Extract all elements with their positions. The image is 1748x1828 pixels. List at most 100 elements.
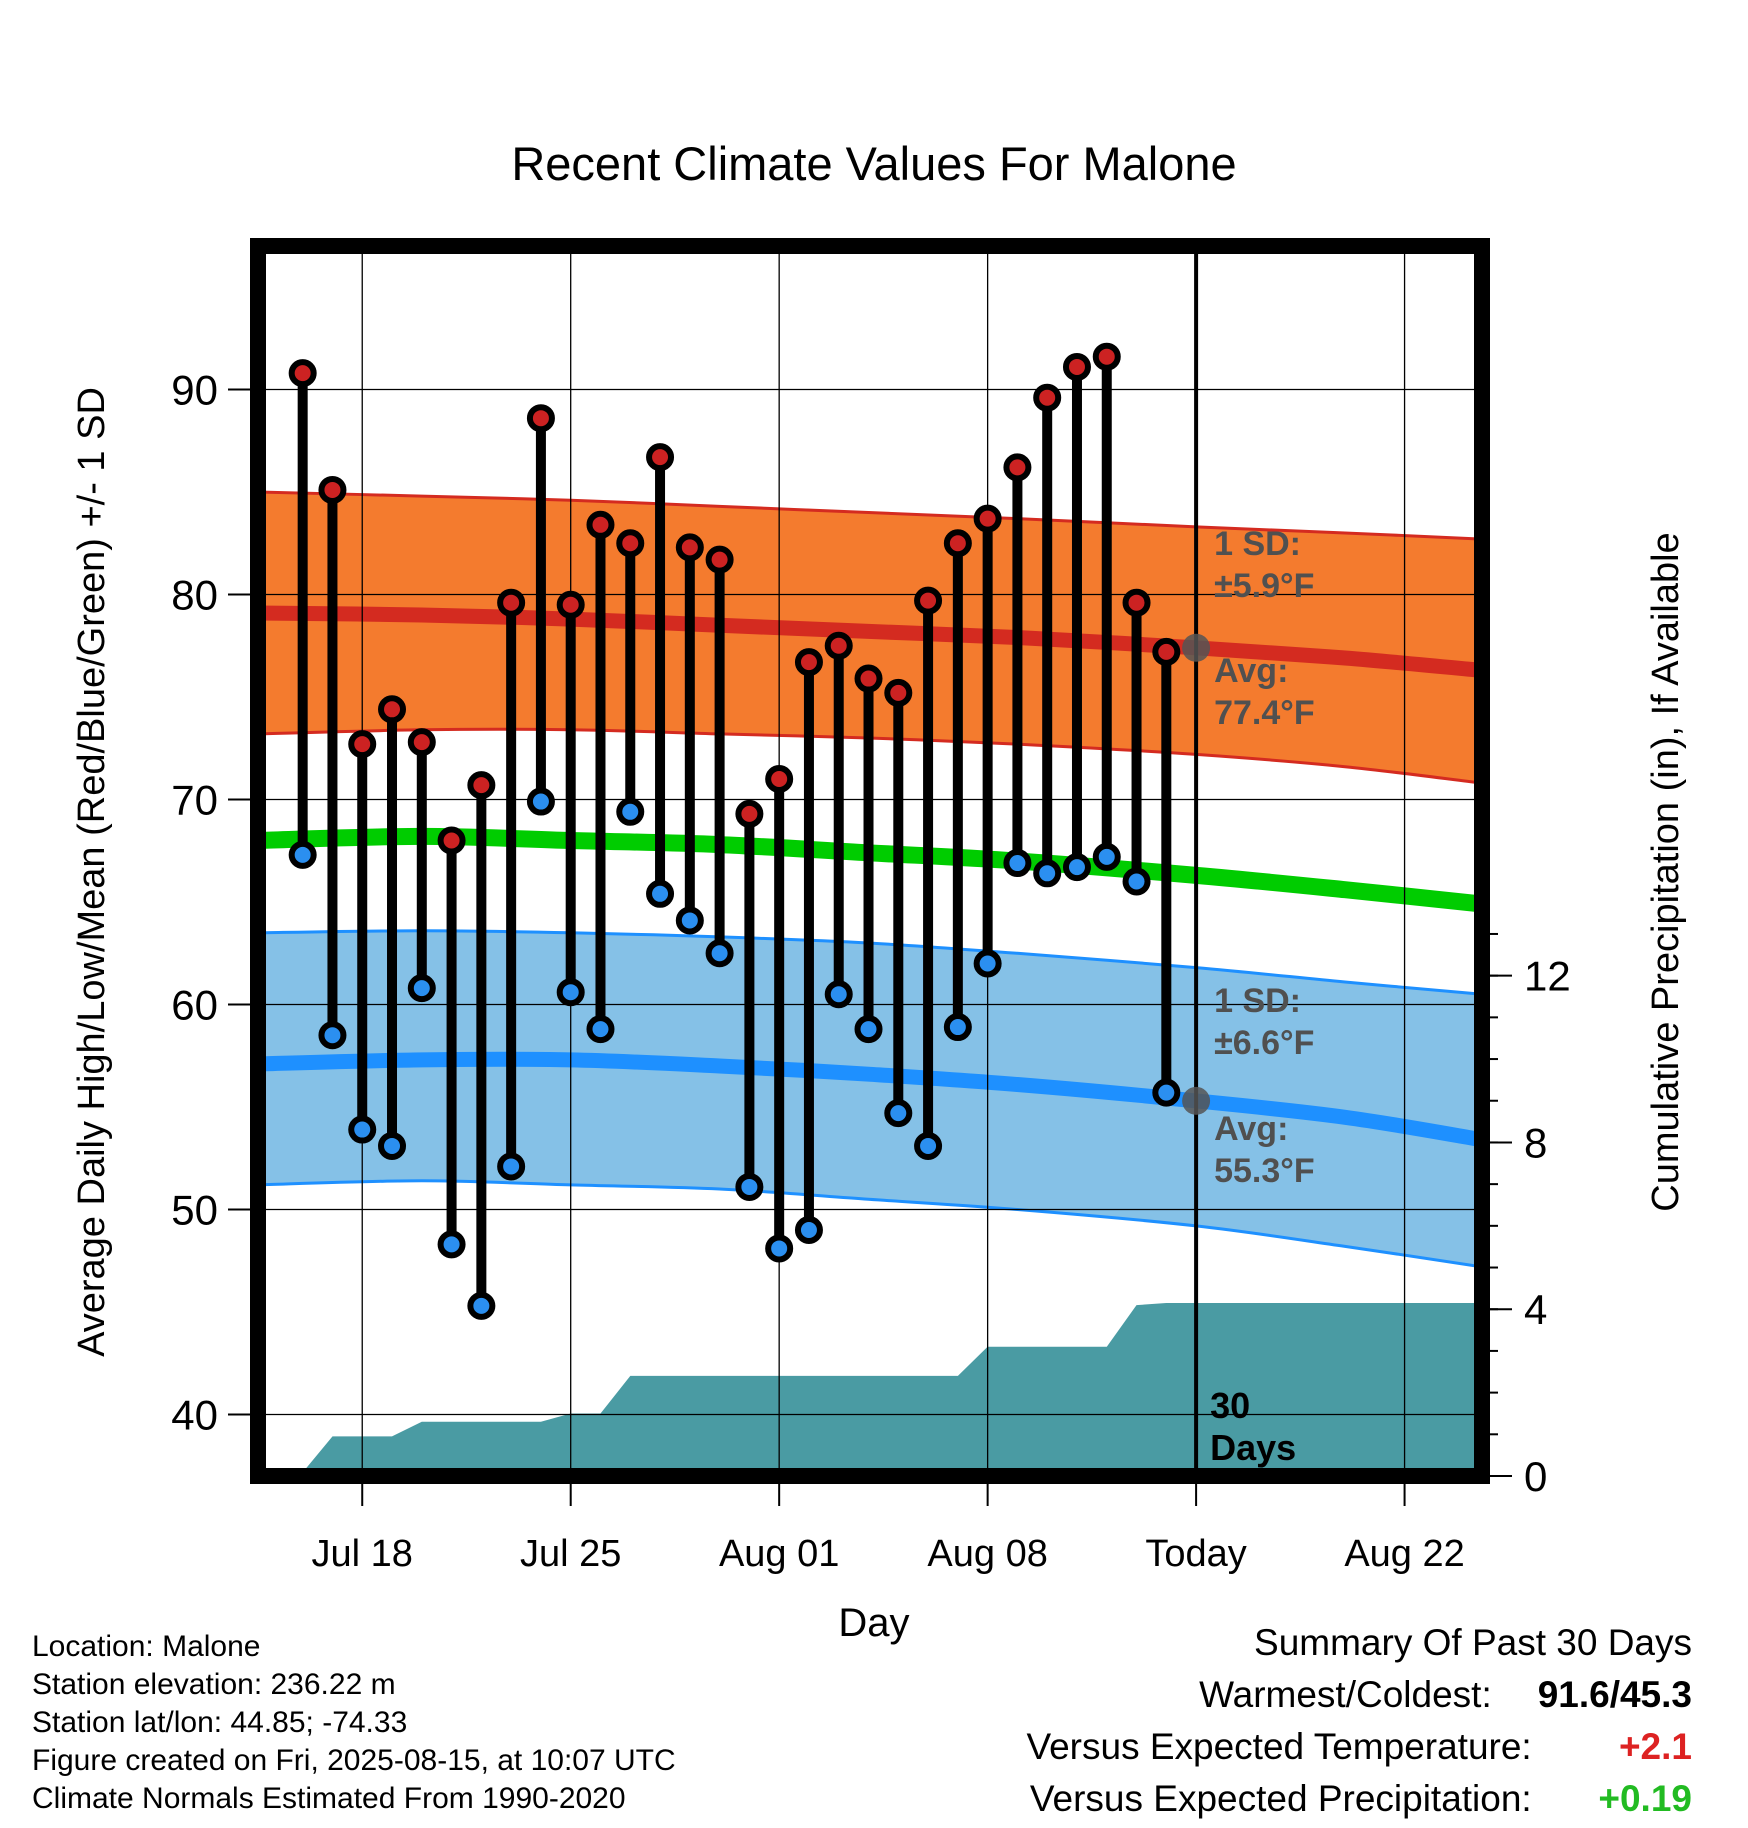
- summary-temp: Versus Expected Temperature: +2.1: [1026, 1726, 1692, 1768]
- daily-low-point: [1122, 867, 1151, 896]
- daily-low-point: [437, 1230, 466, 1259]
- daily-high-point: [1003, 453, 1032, 482]
- daily-low-point: [616, 797, 645, 826]
- daily-high-point: [318, 475, 347, 504]
- daily-high-point: [586, 510, 615, 539]
- plot-frame: [250, 238, 1490, 1484]
- daily-low-point: [1062, 853, 1091, 882]
- daily-high-point: [437, 826, 466, 855]
- y-tick-label: 70: [171, 777, 218, 824]
- precip-value: +0.19: [1598, 1778, 1692, 1819]
- daily-high-point: [348, 730, 377, 759]
- daily-high-point: [526, 404, 555, 433]
- precip-label: Versus Expected Precipitation:: [1029, 1778, 1532, 1819]
- daily-low-point: [705, 939, 734, 968]
- daily-high-point: [288, 359, 317, 388]
- daily-high-point: [467, 771, 496, 800]
- daily-high-point: [407, 728, 436, 757]
- daily-high-point: [854, 664, 883, 693]
- daily-low-point: [348, 1115, 377, 1144]
- info-elevation: Station elevation: 236.22 m: [32, 1668, 396, 1701]
- days-unit-label: Days: [1210, 1427, 1296, 1468]
- high-avg-label: Avg:: [1214, 652, 1288, 690]
- daily-low-point: [646, 879, 675, 908]
- warm-cold-value: 91.6/45.3: [1537, 1674, 1692, 1715]
- high-sd-upper-line: [258, 490, 1482, 541]
- daily-high-point: [616, 529, 645, 558]
- info-location: Location: Malone: [32, 1630, 261, 1663]
- daily-low-point: [1152, 1078, 1181, 1107]
- daily-low-point: [586, 1015, 615, 1044]
- daily-low-point: [884, 1099, 913, 1128]
- info-latlon: Station lat/lon: 44.85; -74.33: [32, 1706, 408, 1739]
- temp-value: +2.1: [1618, 1726, 1692, 1767]
- daily-high-point: [1092, 342, 1121, 371]
- daily-low-point: [526, 787, 555, 816]
- daily-high-point: [378, 695, 407, 724]
- y2-tick-label: 0: [1524, 1453, 1547, 1500]
- warm-cold-label: Warmest/Coldest:: [1199, 1674, 1492, 1715]
- daily-low-point: [288, 840, 317, 869]
- high-sd-value: ±5.9°F: [1214, 567, 1314, 605]
- today-low-normal-marker: [1182, 1086, 1211, 1115]
- daily-low-point: [765, 1234, 794, 1263]
- low-avg-value: 55.3°F: [1214, 1152, 1315, 1190]
- high-avg-value: 77.4°F: [1214, 694, 1315, 732]
- low-sd-label: 1 SD:: [1214, 982, 1301, 1020]
- low-sd-lower-line: [258, 1179, 1482, 1269]
- daily-low-point: [824, 980, 853, 1009]
- daily-low-point: [794, 1216, 823, 1244]
- daily-high-point: [973, 504, 1002, 533]
- info-created: Figure created on Fri, 2025-08-15, at 10…: [32, 1744, 676, 1777]
- y-tick-label: 50: [171, 1187, 218, 1234]
- y-tick-label: 90: [171, 367, 218, 414]
- low-normal-line: [258, 1051, 1482, 1148]
- x-tick-label: Jul 18: [312, 1533, 413, 1575]
- daily-low-point: [973, 949, 1002, 978]
- summary-title: Summary Of Past 30 Days: [1254, 1622, 1692, 1663]
- x-tick-label: Aug 01: [719, 1533, 839, 1575]
- x-tick-label: Aug 22: [1344, 1533, 1464, 1575]
- info-normals: Climate Normals Estimated From 1990-2020: [32, 1782, 626, 1815]
- daily-low-point: [378, 1131, 407, 1160]
- daily-high-point: [497, 588, 526, 617]
- daily-low-point: [1033, 859, 1062, 888]
- x-tick-label: Today: [1145, 1533, 1246, 1575]
- daily-high-point: [884, 678, 913, 707]
- low-sd-value: ±6.6°F: [1214, 1024, 1314, 1062]
- daily-low-point: [467, 1291, 496, 1320]
- daily-high-point: [943, 529, 972, 558]
- plot-inner: [258, 246, 1482, 1476]
- daily-low-point: [735, 1172, 764, 1201]
- daily-high-point: [824, 631, 853, 660]
- daily-low-point: [675, 906, 704, 935]
- daily-high-point: [1122, 588, 1151, 617]
- summary-precip: Versus Expected Precipitation: +0.19: [1030, 1778, 1692, 1820]
- x-tick-label: Aug 08: [927, 1533, 1047, 1575]
- daily-high-point: [914, 586, 943, 615]
- chart-title: Recent Climate Values For Malone: [511, 137, 1236, 190]
- x-tick-label: Jul 25: [520, 1533, 621, 1575]
- precip-area: [299, 1303, 1482, 1476]
- daily-low-point: [497, 1152, 526, 1181]
- y-tick-label: 80: [171, 572, 218, 619]
- days-count-label: 30: [1210, 1385, 1250, 1426]
- y-tick-label: 60: [171, 982, 218, 1029]
- daily-high-point: [556, 590, 585, 619]
- daily-high-point: [765, 765, 794, 793]
- daily-low-point: [318, 1021, 347, 1050]
- daily-low-point: [914, 1131, 943, 1160]
- daily-high-point: [646, 443, 675, 472]
- daily-high-point: [705, 545, 734, 574]
- daily-low-point: [1003, 849, 1032, 878]
- high-normal-line: [258, 605, 1482, 678]
- station-info: Location: Malone Station elevation: 236.…: [32, 1628, 676, 1818]
- daily-low-point: [556, 978, 585, 1007]
- today-high-normal-marker: [1182, 633, 1211, 662]
- daily-high-point: [675, 533, 704, 562]
- y-axis-label: Average Daily High/Low/Mean (Red/Blue/Gr…: [71, 387, 113, 1357]
- summary-warm-cold: Warmest/Coldest: 91.6/45.3: [1199, 1674, 1692, 1716]
- y-tick-label: 40: [171, 1392, 218, 1439]
- daily-low-point: [1092, 842, 1121, 871]
